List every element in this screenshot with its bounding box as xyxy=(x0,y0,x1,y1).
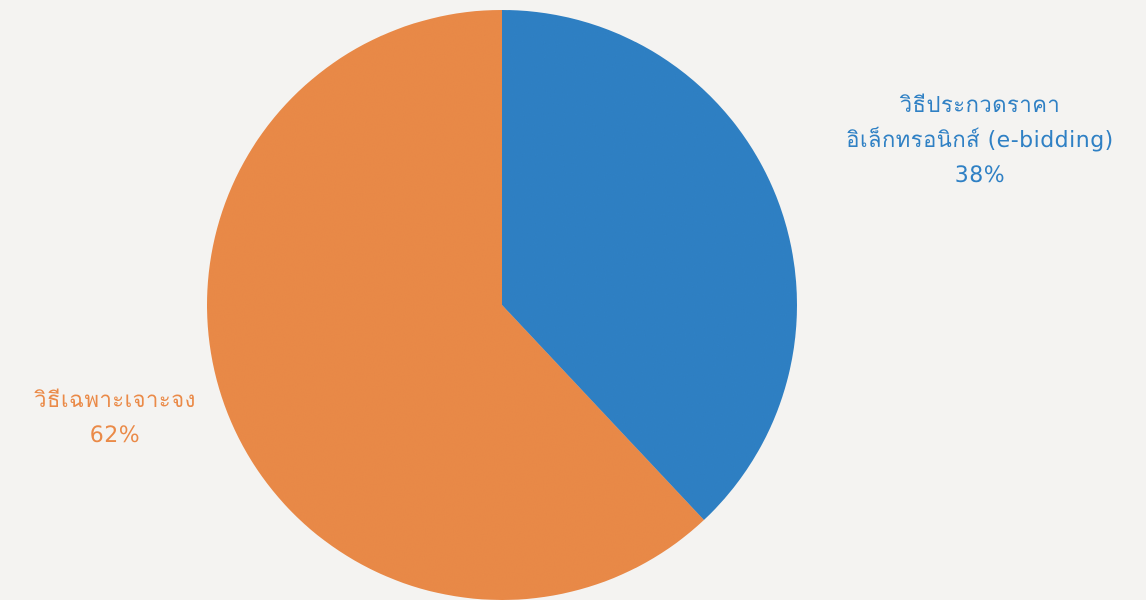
slice-label-ebidding-percent: 38% xyxy=(954,163,1006,189)
slice-label-ebidding-line-2: อิเล็กทรอนิกส์ (e-bidding) xyxy=(846,128,1114,154)
pie-slice-0 xyxy=(502,10,798,521)
pie-slice-1 xyxy=(207,10,704,600)
slice-label-ebidding: วิธีประกวดราคา อิเล็กทรอนิกส์ (e-bidding… xyxy=(815,88,1145,194)
slice-label-specific-percent: 62% xyxy=(89,423,141,449)
slice-label-ebidding-line-1: วิธีประกวดราคา xyxy=(899,93,1061,118)
slice-label-specific: วิธีเฉพาะเจาะจง 62% xyxy=(0,383,230,453)
pie-slices xyxy=(207,10,798,600)
slice-label-specific-line-1: วิธีเฉพาะเจาะจง xyxy=(34,388,196,413)
